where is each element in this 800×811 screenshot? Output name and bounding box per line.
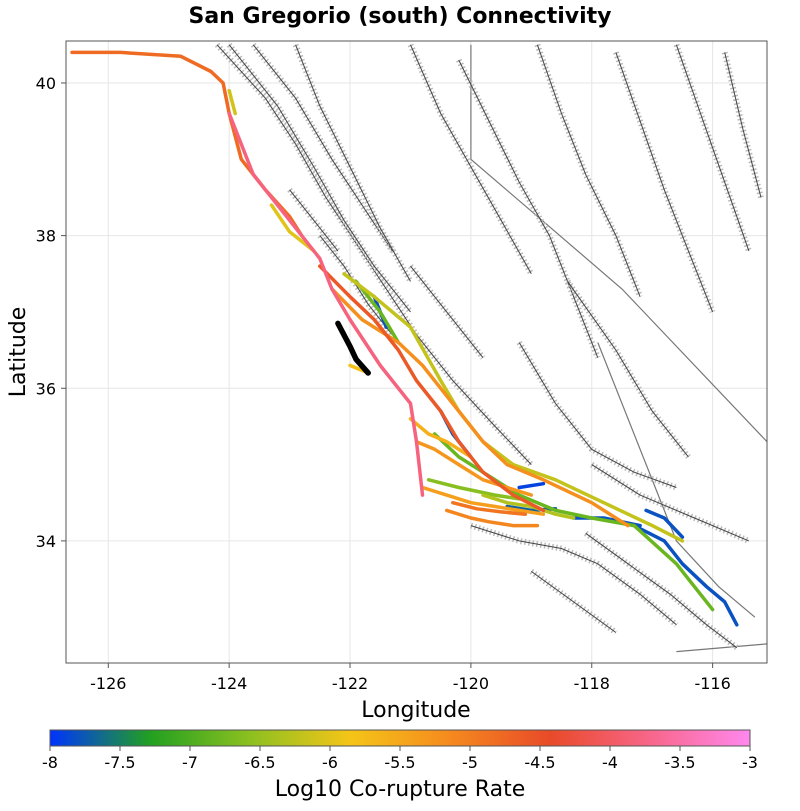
plot-area [66,41,767,663]
x-axis-ticks: -126 -124 -122 -120 -118 -116 [90,663,731,693]
colorbar-tick-label: -7.5 [104,753,135,772]
rupture-section [414,439,534,497]
rupture-section [517,481,546,490]
fault-trace [567,281,689,458]
rupture-section [354,279,401,345]
x-tick-label: -124 [211,674,247,693]
fault-trace [585,532,738,649]
plot-frame [65,40,768,664]
rupture-section [227,111,425,497]
x-tick-label: -118 [574,674,610,693]
y-axis-label: Latitude [6,307,31,398]
rupture-section [632,523,739,627]
fault-trace [410,265,484,359]
rupture-section [227,88,237,116]
fault-trace [675,44,750,252]
rupture-section [451,500,528,516]
fault-trace [536,44,641,297]
rupture-section [481,493,576,520]
fault-trace [518,342,677,488]
source-section [335,320,371,376]
rupture-section [269,203,316,253]
fault-trace [289,189,339,252]
colorbar-tick-label: -5 [462,753,478,772]
boundary-line [597,342,756,618]
rupture-section [318,264,546,513]
x-tick-label: -116 [694,674,730,693]
background-faults [214,42,764,651]
rupture-section [408,417,473,459]
rupture-section [432,432,715,612]
y-tick-label: 38 [36,227,56,246]
colorbar-tick-label: -4 [602,753,618,772]
source-section-trace [335,320,371,376]
rupture-section [644,508,685,539]
colorbar-tick-label: -8 [42,753,58,772]
fault-trace [216,44,532,465]
fault-trace [410,44,532,275]
rupture-section [426,478,521,501]
colorbar-tick-label: -4.5 [524,753,555,772]
y-axis-ticks: 34 36 38 40 [36,74,66,551]
fault-trace [531,570,617,633]
y-tick-label: 34 [36,532,56,551]
x-axis-label: Longitude [361,698,470,723]
colorbar-label: Log10 Co-rupture Rate [275,777,526,802]
colorbar-tick-label: -5.5 [384,753,415,772]
fault-trace [295,44,411,282]
colorbar [49,729,751,747]
rupture-sections [70,50,739,627]
fault-trace [591,464,750,542]
boundary-lines [470,44,767,653]
chart-title: San Gregorio (south) Connectivity [188,4,611,29]
fault-trace [724,52,762,198]
colorbar-ticks: -8 -7.5 -7 -6.5 -6 -5.5 -5 -4.5 -4 -3.5 -3 [42,746,758,772]
colorbar-tick-label: -3.5 [664,753,695,772]
colorbar-tick-label: -6.5 [244,753,275,772]
y-tick-label: 40 [36,74,56,93]
colorbar-tick-label: -3 [742,753,758,772]
colorbar-tick-label: -6 [322,753,338,772]
fault-trace [228,44,411,313]
x-tick-label: -126 [90,674,126,693]
fault-trace [319,235,393,336]
rupture-section [420,485,546,516]
x-tick-label: -120 [453,674,489,693]
fault-trace [252,44,393,252]
fault-trace [615,52,714,313]
y-tick-label: 36 [36,379,56,398]
x-tick-label: -122 [332,674,368,693]
boundary-line [676,643,767,653]
colorbar-tick-label: -7 [182,753,198,772]
rupture-section [505,504,558,513]
fault-trace [470,525,677,626]
boundary-line [470,44,767,443]
fault-trace [458,59,599,358]
rupture-section [444,508,540,528]
